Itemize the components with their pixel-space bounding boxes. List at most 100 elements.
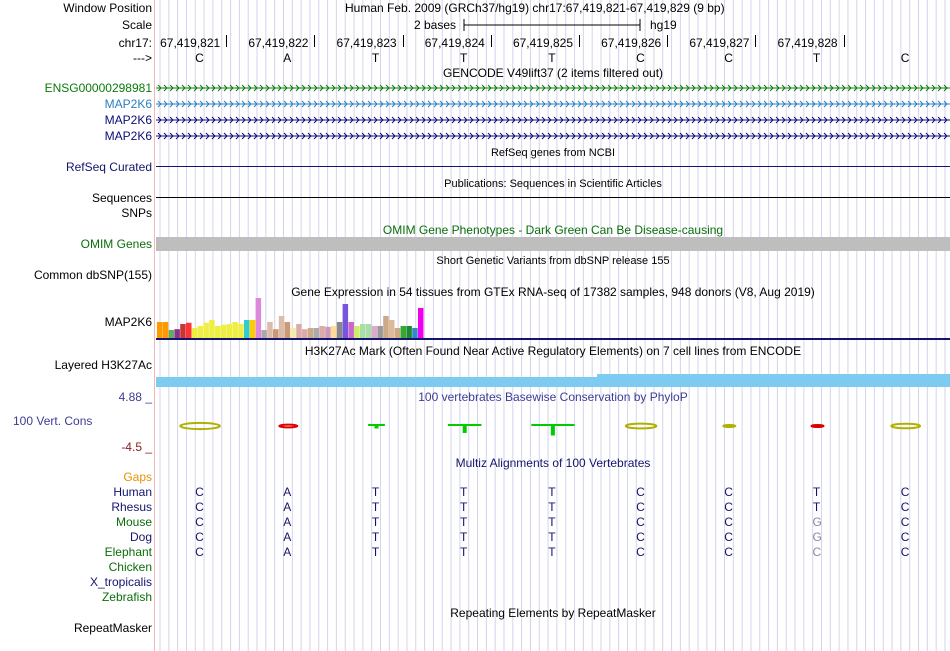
gtex-tissue-bar [342, 304, 349, 338]
strand-arrow-icon [463, 132, 468, 140]
omim-feature-bar[interactable] [156, 237, 950, 251]
strand-arrow-icon [235, 132, 240, 140]
gencode-transcript-line[interactable] [156, 83, 950, 93]
gencode-transcript-line[interactable] [156, 115, 950, 125]
dbsnp-label[interactable]: Common dbSNP(155) [33, 268, 152, 282]
strand-arrow-icon [259, 116, 264, 124]
chrom-label[interactable]: chr17: [118, 36, 152, 50]
scale-label[interactable]: Scale [121, 18, 152, 32]
species-label[interactable]: Chicken [108, 560, 152, 574]
strand-arrow-icon [253, 132, 258, 140]
strand-arrow-icon [763, 116, 768, 124]
gencode-track-label[interactable]: MAP2K6 [104, 129, 152, 143]
strand-arrow-icon [691, 100, 696, 108]
strand-arrow-icon [265, 100, 270, 108]
alignment-base: C [195, 545, 204, 559]
strand-arrow-icon [349, 116, 354, 124]
omim-title[interactable]: OMIM Gene Phenotypes - Dark Green Can Be… [382, 223, 724, 237]
strand-arrow-icon [649, 116, 654, 124]
alignment-base: T [371, 515, 380, 529]
alignment-base: C [724, 530, 733, 544]
phylop-label[interactable]: 100 Vert. Cons [13, 414, 93, 428]
strand-arrow-icon [691, 132, 696, 140]
strand-arrow-icon [919, 100, 924, 108]
refseq-title[interactable]: RefSeq genes from NCBI [490, 147, 616, 159]
gencode-track-label[interactable]: MAP2K6 [104, 113, 152, 127]
species-label[interactable]: Elephant [104, 545, 152, 559]
strand-arrow-icon [283, 84, 288, 92]
phylop-signal[interactable] [156, 406, 950, 446]
alignment-base: A [283, 500, 292, 514]
strand-arrow-icon [349, 100, 354, 108]
strand-arrow-icon [379, 116, 384, 124]
strand-label[interactable]: ---> [133, 51, 152, 65]
strand-arrow-icon [661, 132, 666, 140]
gtex-label[interactable]: MAP2K6 [104, 315, 152, 329]
sequences-label[interactable]: Sequences [91, 191, 152, 205]
phylop-title[interactable]: 100 vertebrates Basewise Conservation by… [418, 390, 688, 404]
strand-arrow-icon [541, 100, 546, 108]
strand-arrow-icon [229, 84, 234, 92]
strand-arrow-icon [463, 84, 468, 92]
alignment-base: T [371, 545, 380, 559]
species-label[interactable]: Rhesus [111, 500, 152, 514]
strand-arrow-icon [925, 84, 930, 92]
omim-label[interactable]: OMIM Genes [80, 237, 152, 251]
gencode-title[interactable]: GENCODE V49lift37 (2 items filtered out) [442, 66, 664, 80]
strand-arrow-icon [655, 84, 660, 92]
strand-arrow-icon [859, 132, 864, 140]
strand-arrow-icon [793, 100, 798, 108]
repeatmasker-title[interactable]: Repeating Elements by RepeatMasker [450, 606, 656, 620]
repeatmasker-label[interactable]: RepeatMasker [73, 621, 152, 635]
h3k27ac-signal[interactable] [156, 360, 950, 388]
strand-arrow-icon [481, 116, 486, 124]
strand-arrow-icon [331, 116, 336, 124]
strand-arrow-icon [835, 100, 840, 108]
species-label[interactable]: X_tropicalis [89, 575, 152, 589]
strand-arrow-icon [469, 132, 474, 140]
strand-arrow-icon [817, 116, 822, 124]
strand-arrow-icon [787, 100, 792, 108]
strand-arrow-icon [229, 132, 234, 140]
gtex-title[interactable]: Gene Expression in 54 tissues from GTEx … [291, 285, 815, 299]
window-position-label[interactable]: Window Position [63, 1, 152, 15]
publications-title[interactable]: Publications: Sequences in Scientific Ar… [444, 178, 662, 190]
strand-arrow-icon [637, 84, 642, 92]
gaps-label[interactable]: Gaps [123, 470, 152, 484]
strand-arrow-icon [181, 132, 186, 140]
species-label[interactable]: Zebrafish [101, 590, 152, 604]
species-label[interactable]: Dog [129, 530, 152, 544]
alignment-base: T [548, 500, 556, 514]
strand-arrow-icon [721, 84, 726, 92]
strand-arrow-icon [511, 100, 516, 108]
species-label[interactable]: Mouse [115, 515, 152, 529]
strand-arrow-icon [631, 84, 636, 92]
gencode-track-label[interactable]: MAP2K6 [104, 97, 152, 111]
strand-arrow-icon [595, 132, 600, 140]
species-label[interactable]: Human [113, 485, 152, 499]
multiz-title[interactable]: Multiz Alignments of 100 Vertebrates [455, 456, 651, 470]
gencode-transcript-line[interactable] [156, 131, 950, 141]
strand-arrow-icon [301, 132, 306, 140]
reference-base: T [812, 51, 821, 65]
snps-label[interactable]: SNPs [121, 206, 152, 220]
gtex-bar-chart[interactable] [156, 298, 950, 342]
strand-arrow-icon [721, 116, 726, 124]
h3k27ac-title[interactable]: H3K27Ac Mark (Often Found Near Active Re… [304, 344, 802, 358]
refseq-label[interactable]: RefSeq Curated [65, 160, 152, 174]
strand-arrow-icon [409, 100, 414, 108]
strand-arrow-icon [457, 116, 462, 124]
coordinate-label: 67,419,822 [248, 36, 309, 50]
strand-arrow-icon [169, 84, 174, 92]
gencode-track-label[interactable]: ENSG00000298981 [44, 81, 152, 95]
dbsnp-title[interactable]: Short Genetic Variants from dbSNP releas… [436, 255, 670, 267]
strand-arrow-icon [181, 116, 186, 124]
strand-arrow-icon [583, 132, 588, 140]
gtex-tissue-bar [313, 328, 320, 338]
h3k27ac-label[interactable]: Layered H3K27Ac [54, 358, 152, 372]
gencode-transcript-line[interactable] [156, 99, 950, 109]
strand-arrow-icon [337, 84, 342, 92]
strand-arrow-icon [535, 100, 540, 108]
strand-arrow-icon [715, 100, 720, 108]
strand-arrow-icon [823, 84, 828, 92]
